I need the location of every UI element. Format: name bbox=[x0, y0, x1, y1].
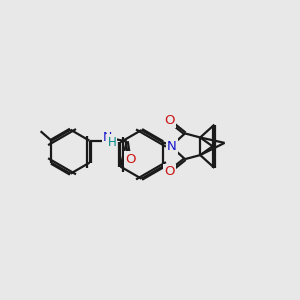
Text: O: O bbox=[164, 114, 175, 127]
Text: O: O bbox=[125, 153, 135, 166]
Text: N: N bbox=[103, 131, 112, 144]
Text: H: H bbox=[107, 136, 116, 148]
Text: N: N bbox=[167, 140, 177, 153]
Text: O: O bbox=[164, 166, 175, 178]
